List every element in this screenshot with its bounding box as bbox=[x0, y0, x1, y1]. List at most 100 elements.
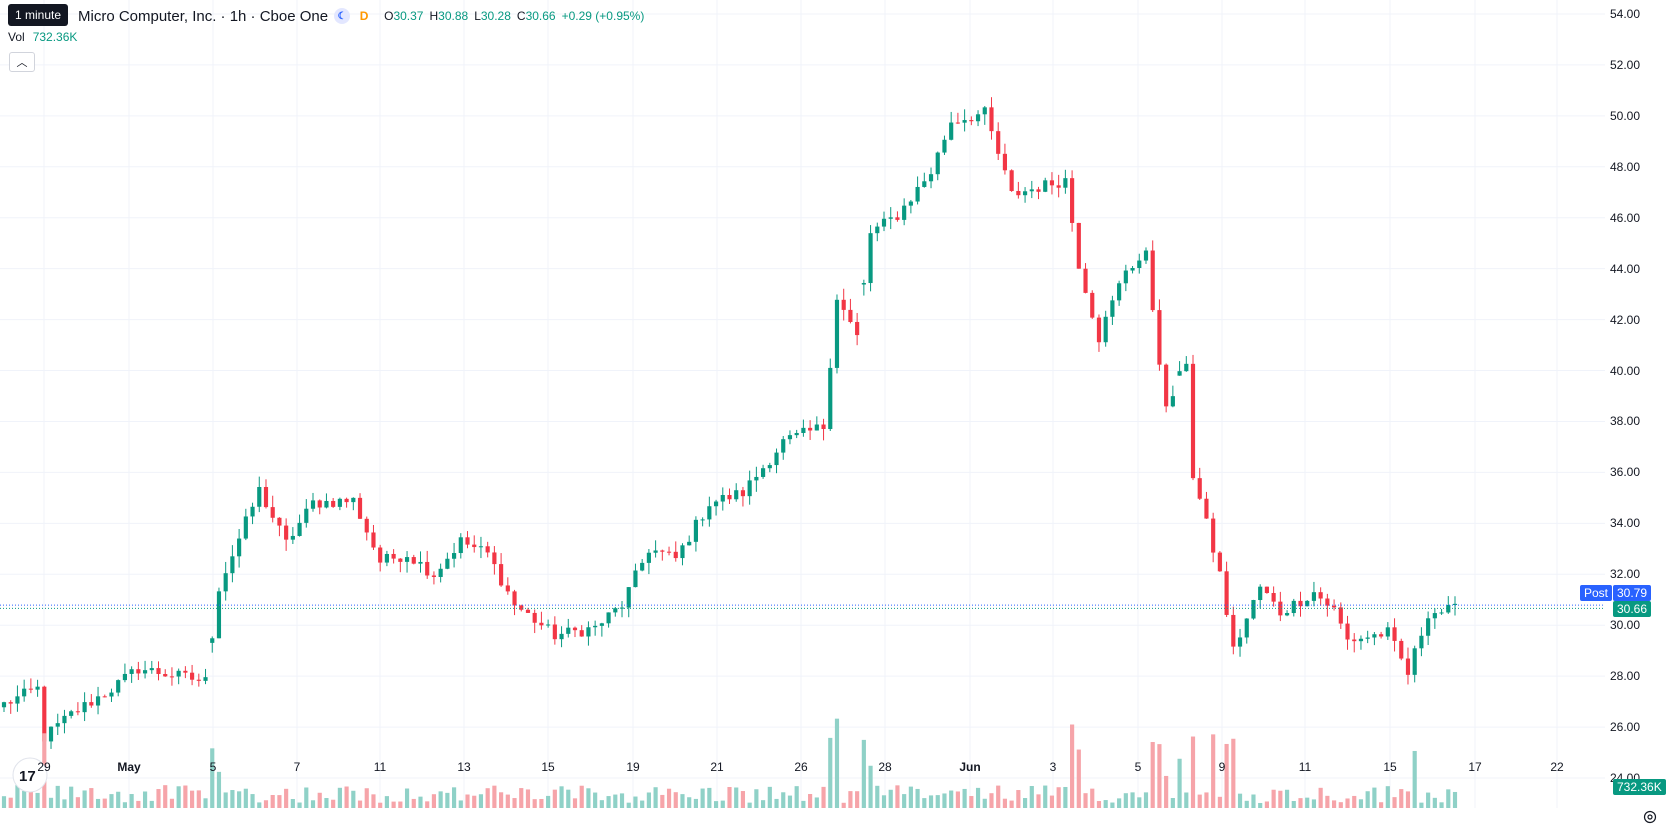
candle-body bbox=[1029, 189, 1034, 192]
time-tick-label: 5 bbox=[209, 760, 217, 774]
volume-bar bbox=[814, 797, 819, 808]
volume-bar bbox=[176, 786, 181, 808]
volume-bar bbox=[1036, 794, 1041, 808]
collapse-legend-button[interactable]: ︿ bbox=[9, 52, 35, 72]
volume-bar bbox=[928, 795, 934, 808]
candle-body bbox=[1170, 396, 1175, 407]
candle-body bbox=[337, 498, 342, 507]
candle-body bbox=[1096, 317, 1102, 343]
settings-icon[interactable] bbox=[1642, 809, 1658, 825]
time-tick-label: 28 bbox=[878, 760, 892, 774]
volume-bar bbox=[613, 794, 618, 808]
volume-bar bbox=[969, 796, 974, 808]
volume-bar bbox=[391, 801, 396, 808]
volume-bar bbox=[1029, 786, 1034, 808]
candle-body bbox=[1117, 283, 1122, 301]
candle-body bbox=[15, 696, 20, 704]
candle-body bbox=[566, 627, 571, 634]
volume-bar bbox=[787, 795, 793, 808]
candle-body bbox=[499, 564, 504, 586]
volume-bar bbox=[136, 800, 141, 808]
candle-body bbox=[613, 608, 618, 613]
volume-bar bbox=[15, 785, 20, 808]
volume-bar bbox=[1264, 801, 1269, 808]
candle-body bbox=[814, 424, 819, 431]
candle-body bbox=[640, 562, 645, 571]
volume-bar bbox=[411, 798, 416, 808]
candle-body bbox=[243, 516, 248, 539]
volume-label: Vol bbox=[8, 30, 25, 44]
time-tick-label: 9 bbox=[1218, 760, 1226, 774]
candle-body bbox=[895, 217, 900, 220]
candle-body bbox=[250, 506, 255, 517]
volume-bar bbox=[1076, 749, 1081, 808]
candle-body bbox=[1358, 638, 1364, 642]
volume-bar bbox=[344, 786, 349, 808]
volume-bar bbox=[1137, 797, 1142, 808]
candle-body bbox=[559, 633, 564, 640]
candle-body bbox=[546, 624, 551, 626]
price-tick-label: 46.00 bbox=[1610, 210, 1641, 225]
candle-body bbox=[1049, 180, 1055, 186]
candle-body bbox=[525, 609, 531, 613]
candle-body bbox=[1244, 618, 1249, 638]
candle-body bbox=[438, 568, 443, 577]
volume-bar bbox=[290, 799, 295, 808]
candle-body bbox=[418, 561, 423, 564]
volume-bar bbox=[1009, 800, 1014, 808]
volume-bar bbox=[1063, 786, 1068, 808]
symbol-title[interactable]: Micro Computer, Inc. · 1h · Cboe One bbox=[78, 7, 329, 25]
volume-bar bbox=[1345, 798, 1350, 808]
volume-bar bbox=[22, 790, 27, 808]
time-tick-label: 7 bbox=[293, 760, 301, 774]
volume-bar bbox=[1439, 802, 1444, 808]
candle-body bbox=[136, 669, 141, 674]
candle-body bbox=[902, 205, 907, 220]
volume-bar bbox=[371, 794, 376, 808]
candle-body bbox=[398, 558, 403, 562]
candle-body bbox=[989, 107, 994, 132]
volume-bar bbox=[1002, 798, 1008, 808]
volume-bar bbox=[1392, 797, 1397, 808]
volume-bar bbox=[935, 795, 940, 808]
candle-body bbox=[888, 217, 893, 219]
candle-body bbox=[1130, 268, 1135, 271]
candle-body bbox=[1412, 648, 1417, 675]
volume-bar bbox=[472, 795, 477, 808]
candle-body bbox=[270, 507, 275, 518]
open-value: O30.37 bbox=[384, 9, 424, 23]
candle-body bbox=[781, 439, 786, 453]
volume-bar bbox=[781, 792, 786, 808]
close-value: C30.66 bbox=[516, 9, 556, 23]
volume-bar bbox=[949, 790, 954, 808]
candle-body bbox=[190, 672, 195, 680]
candle-body bbox=[89, 702, 94, 706]
candle-body bbox=[1271, 593, 1276, 602]
candle-body bbox=[404, 557, 410, 562]
volume-bar bbox=[451, 787, 457, 808]
volume-bar bbox=[210, 748, 215, 808]
candle-body bbox=[1419, 635, 1424, 649]
candle-body bbox=[713, 501, 719, 507]
candle-body bbox=[949, 122, 954, 140]
volume-bar bbox=[821, 786, 826, 808]
market-hours-icon: ☾ bbox=[334, 8, 351, 24]
candle-body bbox=[1103, 316, 1108, 343]
volume-bar bbox=[1352, 795, 1357, 808]
candle-body bbox=[687, 541, 692, 546]
candle-body bbox=[425, 561, 430, 576]
candle-body bbox=[1036, 189, 1041, 192]
volume-bar bbox=[465, 794, 470, 808]
volume-bar bbox=[237, 791, 242, 808]
candle-body bbox=[1009, 170, 1014, 191]
candle-body bbox=[1372, 634, 1377, 638]
candle-body bbox=[875, 226, 880, 234]
candle-body bbox=[55, 723, 60, 727]
volume-bar bbox=[1365, 791, 1370, 808]
volume-bar bbox=[317, 792, 322, 808]
candle-body bbox=[1258, 586, 1263, 601]
volume-bar bbox=[1056, 787, 1061, 808]
time-tick-label: 21 bbox=[710, 760, 724, 774]
candle-body bbox=[1, 702, 7, 708]
